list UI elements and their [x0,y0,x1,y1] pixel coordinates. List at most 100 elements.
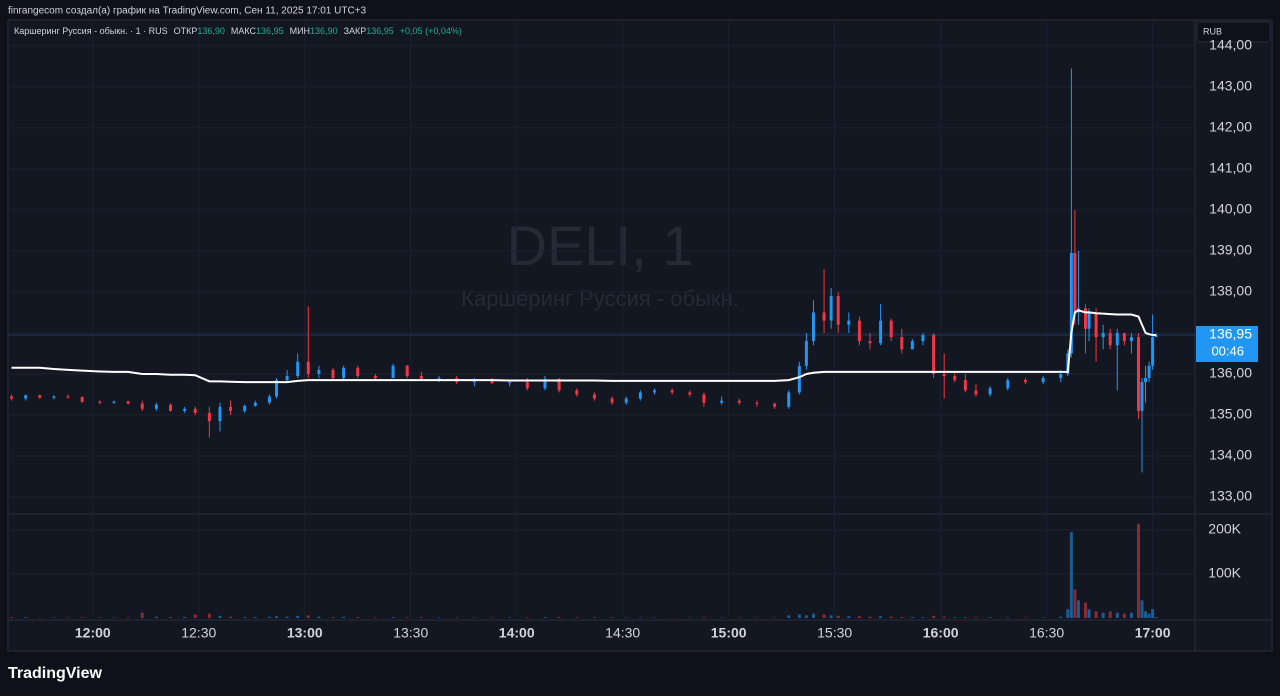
volume-bar [405,617,409,618]
volume-bar [52,617,56,618]
legend-value: 136,95 [366,26,394,36]
candle-body [490,380,494,383]
candle-body [243,405,247,411]
candle-body [1154,334,1158,338]
volume-bar [455,617,459,618]
watermark-subtitle: Каршеринг Руссия - обыкн. [461,286,739,311]
candle-body [183,408,187,411]
chart-frame [7,19,1273,652]
candle-body [472,380,476,383]
volume-bar [879,616,883,618]
volume-bar [437,617,441,618]
volume-bar [932,615,936,618]
volume-bar [811,613,815,618]
candle-body [437,378,441,380]
x-tick-label: 14:30 [605,625,640,641]
volume-bar [285,616,289,618]
price-tag-label: 136,95 [1209,326,1252,342]
volume-tick-label: 100K [1208,565,1241,581]
y-tick-label: 133,00 [1209,488,1252,504]
volume-bar [847,616,851,618]
x-tick-label: 12:00 [75,625,111,641]
candle-body [670,390,674,393]
volume-bar [1129,612,1133,618]
candle-body [811,312,815,342]
candle-body [525,382,529,389]
volume-bar [1136,523,1140,618]
volume-bar [243,617,247,618]
candle-body [140,403,144,409]
candle-body [836,296,840,325]
volume-bar [24,617,28,618]
candle-body [169,404,173,411]
candle-body [253,402,257,406]
volume-bar [804,615,808,618]
candle-body [889,320,893,338]
candle-body [419,376,423,379]
volume-bar [218,615,222,618]
candle-body [988,388,992,395]
volume-bar [169,617,173,618]
y-tick-label: 135,00 [1209,406,1252,422]
candle-body [331,369,335,379]
candle-body [274,380,278,397]
candle-body [879,320,883,344]
candle-body [974,390,978,395]
candle-body [229,406,233,411]
candle-body [285,376,289,381]
volume-bar [10,617,14,618]
volume-bar [1076,600,1080,618]
candle-body [1129,337,1133,342]
volume-bar [1069,532,1073,618]
volume-bar [140,612,144,618]
volume-bar [575,617,579,618]
volume-bar [988,617,992,618]
axes: 133,00134,00135,00136,00137,00138,00139,… [75,37,1258,641]
legend-label: ЗАКР [344,26,367,36]
candle-body [1108,332,1112,346]
candle-body [1101,332,1105,338]
candle-body [610,398,614,403]
x-tick-label: 14:00 [499,625,535,641]
legend-label: МАКС [231,26,257,36]
volume-bar [274,616,278,618]
candle-body [126,401,130,404]
volume-bar [1073,589,1077,618]
candle-body [1136,337,1140,411]
volume-bar [1154,617,1158,618]
x-tick-label: 13:30 [393,625,428,641]
volume-bar [154,616,158,618]
candle-body [868,341,872,344]
volume-bar [1101,612,1105,618]
footer-logo: TradingView [8,665,103,682]
x-tick-label: 16:30 [1029,625,1064,641]
candle-body [932,334,936,374]
candle-body [1144,378,1148,383]
candle-body [543,378,547,389]
volume-bar [98,617,102,618]
y-tick-label: 143,00 [1209,78,1252,94]
volume-bar [267,616,271,618]
candle-body [688,392,692,395]
volume-bar [331,617,335,618]
volume-tick-label: 200K [1208,521,1241,537]
candle-body [1069,252,1073,354]
price-tag [1196,325,1258,362]
volume-bar [1108,611,1112,618]
volume-bar [557,617,561,618]
currency-box[interactable] [1196,21,1271,43]
volume-bar [610,617,614,618]
x-tick-label: 17:00 [1135,625,1171,641]
candle-body [953,376,957,381]
volume-bar [822,614,826,618]
candle-body [1023,380,1027,383]
candle-body [1083,308,1087,329]
candle-body [10,396,14,399]
volume-bar [857,616,861,618]
volume-bar [253,617,257,618]
legend: Каршеринг Руссия - обыкн. · 1 · RUS ОТКР1… [14,26,462,36]
legend-label: ОТКР [174,26,198,36]
candle-body [822,312,826,321]
candle-body [218,406,222,422]
